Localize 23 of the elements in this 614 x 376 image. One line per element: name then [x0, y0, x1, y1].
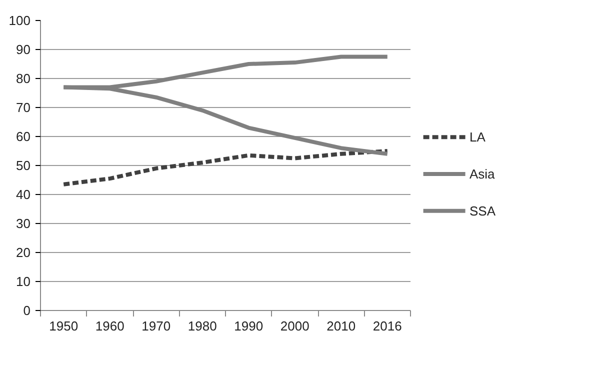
legend-label: LA — [470, 130, 486, 145]
y-tick-label: 20 — [16, 245, 31, 260]
x-tick-label: 1970 — [142, 318, 171, 334]
y-tick-label: 70 — [16, 100, 31, 115]
y-tick-label: 60 — [16, 129, 31, 144]
legend-label: SSA — [470, 203, 496, 218]
x-tick-label: 2000 — [280, 318, 310, 334]
y-tick-label: 90 — [16, 42, 31, 57]
x-tick-label: 1950 — [49, 318, 78, 334]
y-tick-label: 80 — [16, 71, 31, 86]
line-series — [62, 149, 390, 186]
y-tick-label: 0 — [23, 303, 31, 318]
x-tick-label: 1960 — [95, 318, 124, 334]
x-tick-label: 1990 — [234, 318, 264, 334]
y-tick-label: 50 — [16, 158, 31, 173]
y-tick-label: 30 — [16, 216, 31, 231]
y-tick-label: 100 — [8, 13, 31, 28]
y-tick-label: 10 — [16, 274, 31, 289]
x-tick-label: 2016 — [372, 318, 402, 334]
y-tick-label: 40 — [16, 187, 31, 202]
legend-label: Asia — [470, 166, 496, 182]
x-tick-label: 1980 — [188, 318, 217, 334]
x-tick-label: 2010 — [326, 318, 356, 334]
